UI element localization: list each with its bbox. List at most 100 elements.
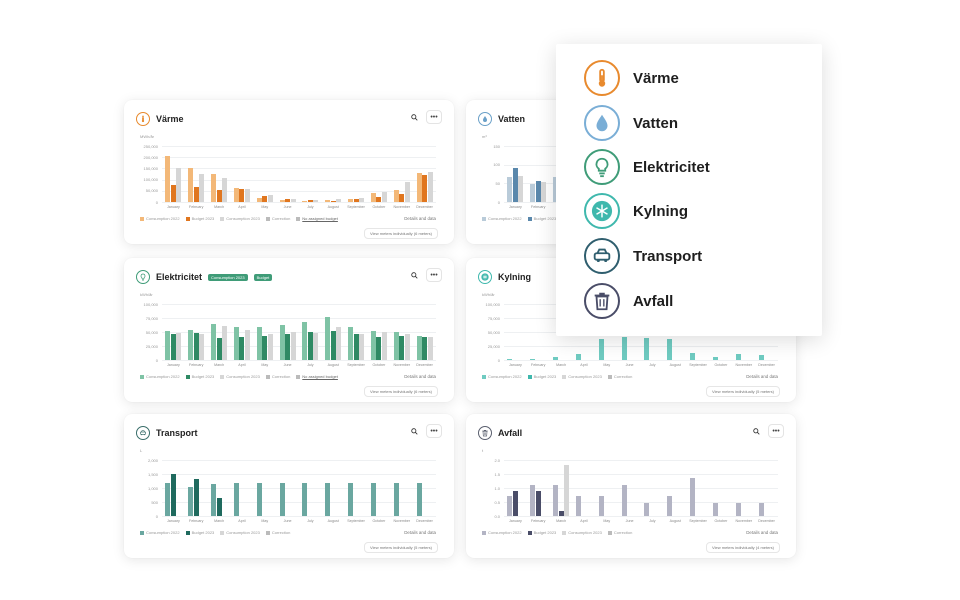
details-link[interactable]: Details and data (746, 374, 778, 379)
more-options-button[interactable]: ••• (768, 424, 784, 438)
view-meters-button[interactable]: View meters individually (5 meters) (364, 542, 438, 553)
chart-bar (233, 482, 239, 516)
grid-line (162, 346, 436, 347)
menu-item-varme[interactable]: Värme (584, 60, 679, 96)
menu-item-elektricitet[interactable]: Elektricitet (584, 149, 710, 185)
menu-item-vatten[interactable]: Vatten (584, 105, 678, 141)
search-button[interactable] (406, 424, 422, 438)
grid-line (162, 318, 436, 319)
thermometer-icon (136, 112, 150, 126)
y-tick-label: 0 (497, 199, 500, 205)
menu-item-transport[interactable]: Transport (584, 238, 702, 274)
legend-item: Correction (607, 530, 632, 535)
y-tick-label: 1,500 (147, 471, 158, 477)
x-tick-label: October (372, 363, 386, 367)
grid-line (504, 502, 778, 503)
x-tick-label: January (167, 363, 180, 367)
details-link[interactable]: Details and data (404, 374, 436, 379)
x-tick-label: May (261, 363, 269, 367)
details-link[interactable]: Details and data (404, 530, 436, 535)
trash-icon (478, 426, 492, 440)
x-tick-label: September (347, 363, 365, 367)
search-button[interactable] (406, 110, 422, 124)
legend-item: Consumption 2022 (140, 530, 180, 535)
card-toolbar: ••• (406, 268, 442, 282)
chart-bar (211, 173, 217, 202)
legend-item: Consumption 2022 (482, 374, 522, 379)
chart-bar (644, 337, 650, 360)
chart-bar (211, 323, 217, 360)
card-title: Värme (156, 114, 184, 124)
grid-line (162, 502, 436, 503)
legend-item: Budget 2023 (527, 216, 556, 221)
card-el: Elektricitet Consumption 2023 Budget ••• kWh… (124, 258, 454, 402)
chart-bar (302, 321, 308, 360)
y-tick-label: 50,000 (487, 329, 500, 335)
view-meters-button[interactable]: View meters individually (4 meters) (706, 542, 780, 553)
chart-bar (712, 357, 718, 360)
y-axis-label: m³ (482, 134, 487, 139)
grid-line (162, 460, 436, 461)
view-meters-button[interactable]: View meters individually (6 meters) (364, 386, 438, 397)
chart-bar (262, 195, 268, 202)
snowflake-icon (478, 270, 492, 284)
x-tick-label: December (758, 519, 775, 523)
search-button[interactable] (748, 424, 764, 438)
chart-bar (233, 188, 239, 202)
x-tick-label: September (347, 205, 365, 209)
chart-bar (535, 181, 541, 202)
x-tick-label: October (714, 519, 728, 523)
x-tick-label: November (393, 205, 411, 209)
card-header: Värme (136, 110, 184, 128)
x-tick-label: July (307, 205, 314, 209)
view-meters-button[interactable]: View meters individually (6 meters) (364, 228, 438, 239)
details-link[interactable]: Details and data (746, 530, 778, 535)
x-tick-label: August (327, 363, 339, 367)
legend-item: Consumption 2022 (482, 216, 522, 221)
legend-item: Correction (265, 374, 290, 379)
x-tick-label: October (372, 205, 386, 209)
view-meters-button[interactable]: View meters individually (5 meters) (706, 386, 780, 397)
more-options-button[interactable]: ••• (426, 424, 442, 438)
legend-item: Consumption 2023 (562, 374, 602, 379)
chart-bar (307, 332, 313, 360)
x-tick-label: December (416, 363, 433, 367)
grid-line (162, 168, 436, 170)
more-options-button[interactable]: ••• (426, 110, 442, 124)
grid-line (162, 304, 436, 305)
x-tick-label: July (649, 363, 656, 367)
grid-line (504, 488, 778, 489)
chart-bar (376, 197, 382, 202)
x-tick-label: February (531, 205, 546, 209)
chart-bar (170, 474, 176, 516)
water-drop-icon (584, 105, 620, 141)
grid-line (504, 516, 778, 517)
chart-bar (279, 325, 285, 360)
y-tick-label: 50 (495, 180, 500, 186)
chart-bar (553, 485, 559, 516)
x-tick-label: March (214, 519, 225, 523)
grid-line (162, 488, 436, 489)
menu-item-kylning[interactable]: Kylning (584, 193, 688, 229)
legend-item[interactable]: No assigned budget (296, 374, 338, 379)
menu-item-label: Transport (633, 247, 703, 265)
legend-item[interactable]: No assigned budget (296, 216, 338, 221)
card-header: Kylning (478, 268, 531, 286)
menu-item-label: Elektricitet (633, 158, 710, 176)
lightbulb-icon (136, 270, 150, 284)
x-tick-label: February (531, 519, 546, 523)
chart-bar (553, 176, 559, 202)
car-icon (584, 238, 620, 274)
chart-bar (313, 332, 319, 360)
x-tick-label: August (669, 519, 681, 523)
search-button[interactable] (406, 268, 422, 282)
x-tick-label: September (689, 363, 707, 367)
menu-item-avfall[interactable]: Avfall (584, 283, 673, 319)
grid-line (504, 460, 778, 461)
details-link[interactable]: Details and data (404, 216, 436, 221)
grid-line (504, 346, 778, 347)
more-options-button[interactable]: ••• (426, 268, 442, 282)
chart-bar (399, 335, 405, 360)
chart-bar (262, 335, 268, 360)
x-tick-label: June (283, 205, 292, 209)
